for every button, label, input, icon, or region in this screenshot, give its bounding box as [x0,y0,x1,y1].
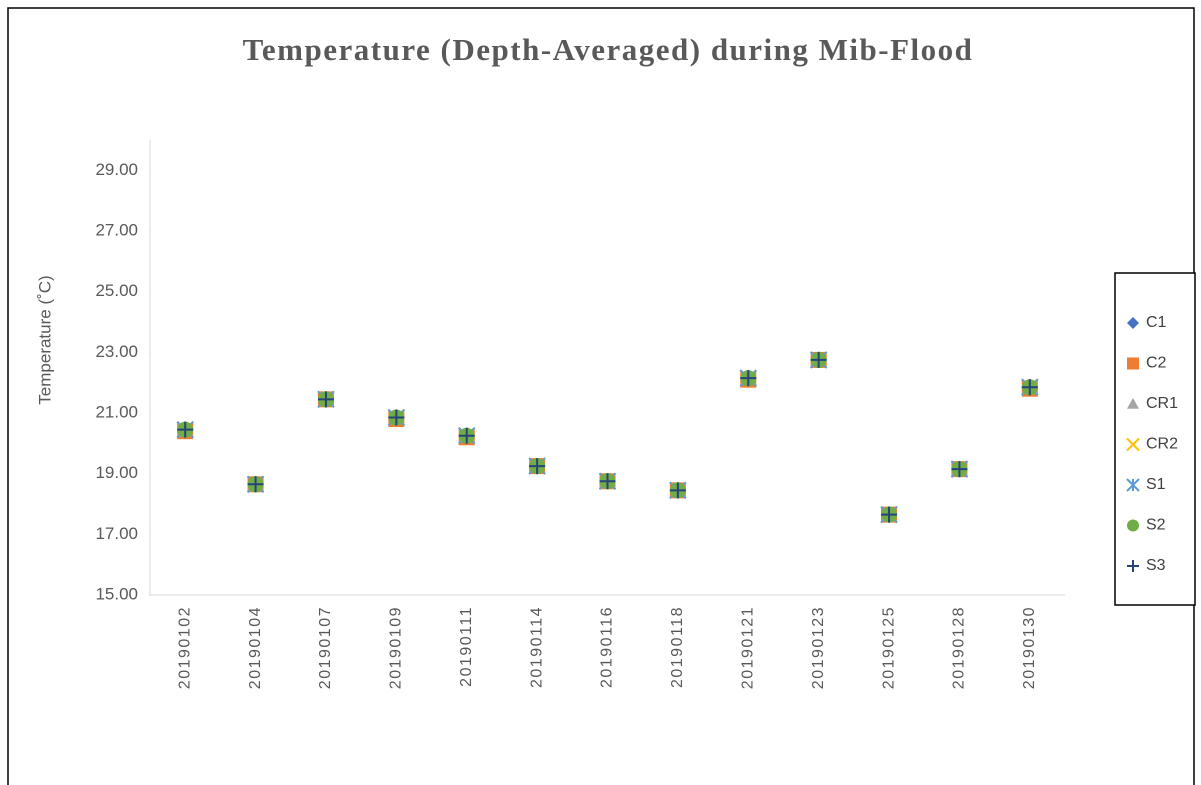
triangle [1127,398,1139,409]
plus [317,391,334,408]
x-tick-label: 20190130 [1021,606,1038,689]
plus [669,482,686,499]
plus [881,506,898,523]
legend-label: C2 [1146,355,1167,372]
legend-label: C1 [1146,314,1167,331]
y-tick-label: 21.00 [95,402,138,421]
legend-label: S1 [1146,476,1166,493]
marker [1126,478,1140,492]
plus [599,473,616,490]
marker [881,506,898,523]
legend-label: CR1 [1146,395,1178,412]
legend-label: CR2 [1146,436,1178,453]
chart-frame [7,7,1195,785]
marker [951,461,968,478]
plus [1127,560,1139,572]
x-tick-label: 20190109 [388,606,405,689]
marker [599,473,616,490]
chart-title: Temperature (Depth-Averaged) during Mib-… [243,32,974,67]
legend-label: S2 [1146,517,1166,534]
x-tick-label: 20190102 [176,606,193,689]
y-tick-label: 23.00 [95,342,138,361]
plus [740,370,757,387]
x-tick-label: 20190123 [810,606,827,689]
x-tick-label: 20190121 [739,606,756,689]
marker [1127,317,1139,329]
y-tick-label: 17.00 [95,524,138,543]
marker [1127,560,1139,572]
x-tick-label: 20190111 [458,606,475,687]
x-tick-label: 20190118 [669,606,686,688]
marker [1127,519,1139,532]
plus [388,409,405,426]
y-tick-label: 27.00 [95,220,138,239]
square [1127,357,1139,370]
plus [458,427,475,444]
circle [1127,519,1139,532]
marker [1126,437,1140,452]
plus [1021,379,1038,396]
marker [810,351,827,368]
y-tick-label: 25.00 [95,281,138,300]
marker [247,476,264,493]
marker [529,458,546,475]
legend-label: S3 [1146,557,1166,574]
marker [1127,398,1139,409]
marker [669,482,686,499]
marker [740,370,757,387]
marker [177,421,194,438]
plus [810,351,827,368]
marker [1021,379,1038,396]
plus [529,458,546,475]
y-axis-label: Temperature (˚C) [35,275,54,404]
x-tick-label: 20190128 [951,606,968,689]
y-tick-label: 19.00 [95,463,138,482]
marker [317,391,334,408]
x-tick-label: 20190104 [247,606,264,689]
x-tick-label: 20190116 [599,606,616,688]
y-tick-label: 29.00 [95,160,138,179]
x-tick-label: 20190125 [880,606,897,689]
plus [177,421,194,438]
cross [1126,437,1140,452]
x-tick-label: 20190107 [317,606,334,689]
marker [388,409,405,426]
plus [247,476,264,493]
y-tick-label: 15.00 [95,584,138,603]
diamond [1127,317,1139,329]
marker [1127,357,1139,370]
plus [951,461,968,478]
marker [458,427,475,444]
x-tick-label: 20190114 [528,606,545,688]
